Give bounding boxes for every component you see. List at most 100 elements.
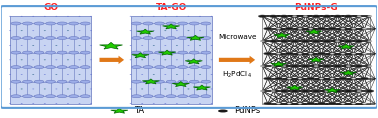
Circle shape [23,80,33,83]
Polygon shape [99,42,122,49]
Circle shape [189,80,199,83]
Circle shape [130,16,132,17]
Circle shape [341,28,345,29]
Circle shape [57,51,67,54]
Circle shape [143,95,153,98]
Circle shape [312,15,320,17]
Circle shape [57,22,67,25]
Circle shape [362,28,367,29]
Circle shape [178,80,187,83]
Circle shape [368,40,372,42]
Circle shape [46,51,56,54]
Text: PdNPs: PdNPs [234,106,260,116]
Circle shape [67,30,69,31]
Circle shape [201,95,211,98]
Polygon shape [172,82,189,86]
Circle shape [90,45,92,46]
Circle shape [178,37,187,40]
Circle shape [341,53,345,54]
Circle shape [333,65,342,67]
Circle shape [276,103,281,104]
Circle shape [9,45,11,46]
Circle shape [164,16,166,17]
Circle shape [341,103,345,104]
Circle shape [323,65,331,67]
Circle shape [323,15,331,17]
Circle shape [318,27,325,30]
Polygon shape [338,44,354,49]
Circle shape [176,30,178,31]
Circle shape [44,103,46,104]
Circle shape [189,66,199,69]
Polygon shape [111,108,128,113]
Circle shape [189,22,199,25]
Circle shape [79,74,81,75]
Circle shape [280,15,288,17]
Text: PdNPs-G: PdNPs-G [294,3,338,12]
Circle shape [318,102,325,105]
Circle shape [344,90,352,92]
Circle shape [79,74,81,75]
Circle shape [130,74,132,75]
Circle shape [291,90,299,92]
Circle shape [32,45,34,46]
Circle shape [56,45,57,46]
Circle shape [355,40,363,42]
Circle shape [9,16,11,17]
Circle shape [90,103,92,104]
Circle shape [352,28,356,29]
Circle shape [81,22,90,25]
Circle shape [260,40,265,42]
Circle shape [11,51,21,54]
Circle shape [130,45,132,46]
Circle shape [264,27,272,30]
Circle shape [260,90,265,92]
Circle shape [23,66,33,69]
Circle shape [23,22,33,25]
Circle shape [81,80,90,83]
Circle shape [187,16,189,17]
Circle shape [57,37,67,40]
Circle shape [199,16,201,17]
Circle shape [79,16,81,17]
Polygon shape [308,57,324,62]
Circle shape [90,30,92,31]
Circle shape [9,74,11,75]
Circle shape [44,45,46,46]
Circle shape [178,95,187,98]
Circle shape [132,22,141,25]
Circle shape [368,65,372,67]
Circle shape [201,37,211,40]
Circle shape [132,51,141,54]
Polygon shape [163,24,180,29]
Circle shape [218,110,228,112]
Circle shape [211,103,212,104]
Circle shape [56,30,57,31]
Circle shape [346,65,350,67]
Circle shape [32,16,34,17]
Circle shape [79,30,81,31]
Circle shape [211,16,212,17]
Circle shape [176,45,178,46]
Polygon shape [185,59,202,64]
Circle shape [352,103,356,104]
Circle shape [164,103,166,104]
Circle shape [21,103,23,104]
Circle shape [81,66,90,69]
Circle shape [34,37,44,40]
Circle shape [330,53,335,54]
Circle shape [21,74,23,75]
Circle shape [258,15,266,17]
Circle shape [132,37,141,40]
Circle shape [11,37,21,40]
Circle shape [318,52,325,55]
Circle shape [291,65,299,67]
Circle shape [79,45,81,46]
FancyBboxPatch shape [10,16,91,103]
Circle shape [155,66,164,69]
Circle shape [33,74,34,75]
Circle shape [141,16,143,17]
Text: TA: TA [135,106,144,116]
Text: Microwave: Microwave [218,34,256,40]
Circle shape [366,90,374,92]
